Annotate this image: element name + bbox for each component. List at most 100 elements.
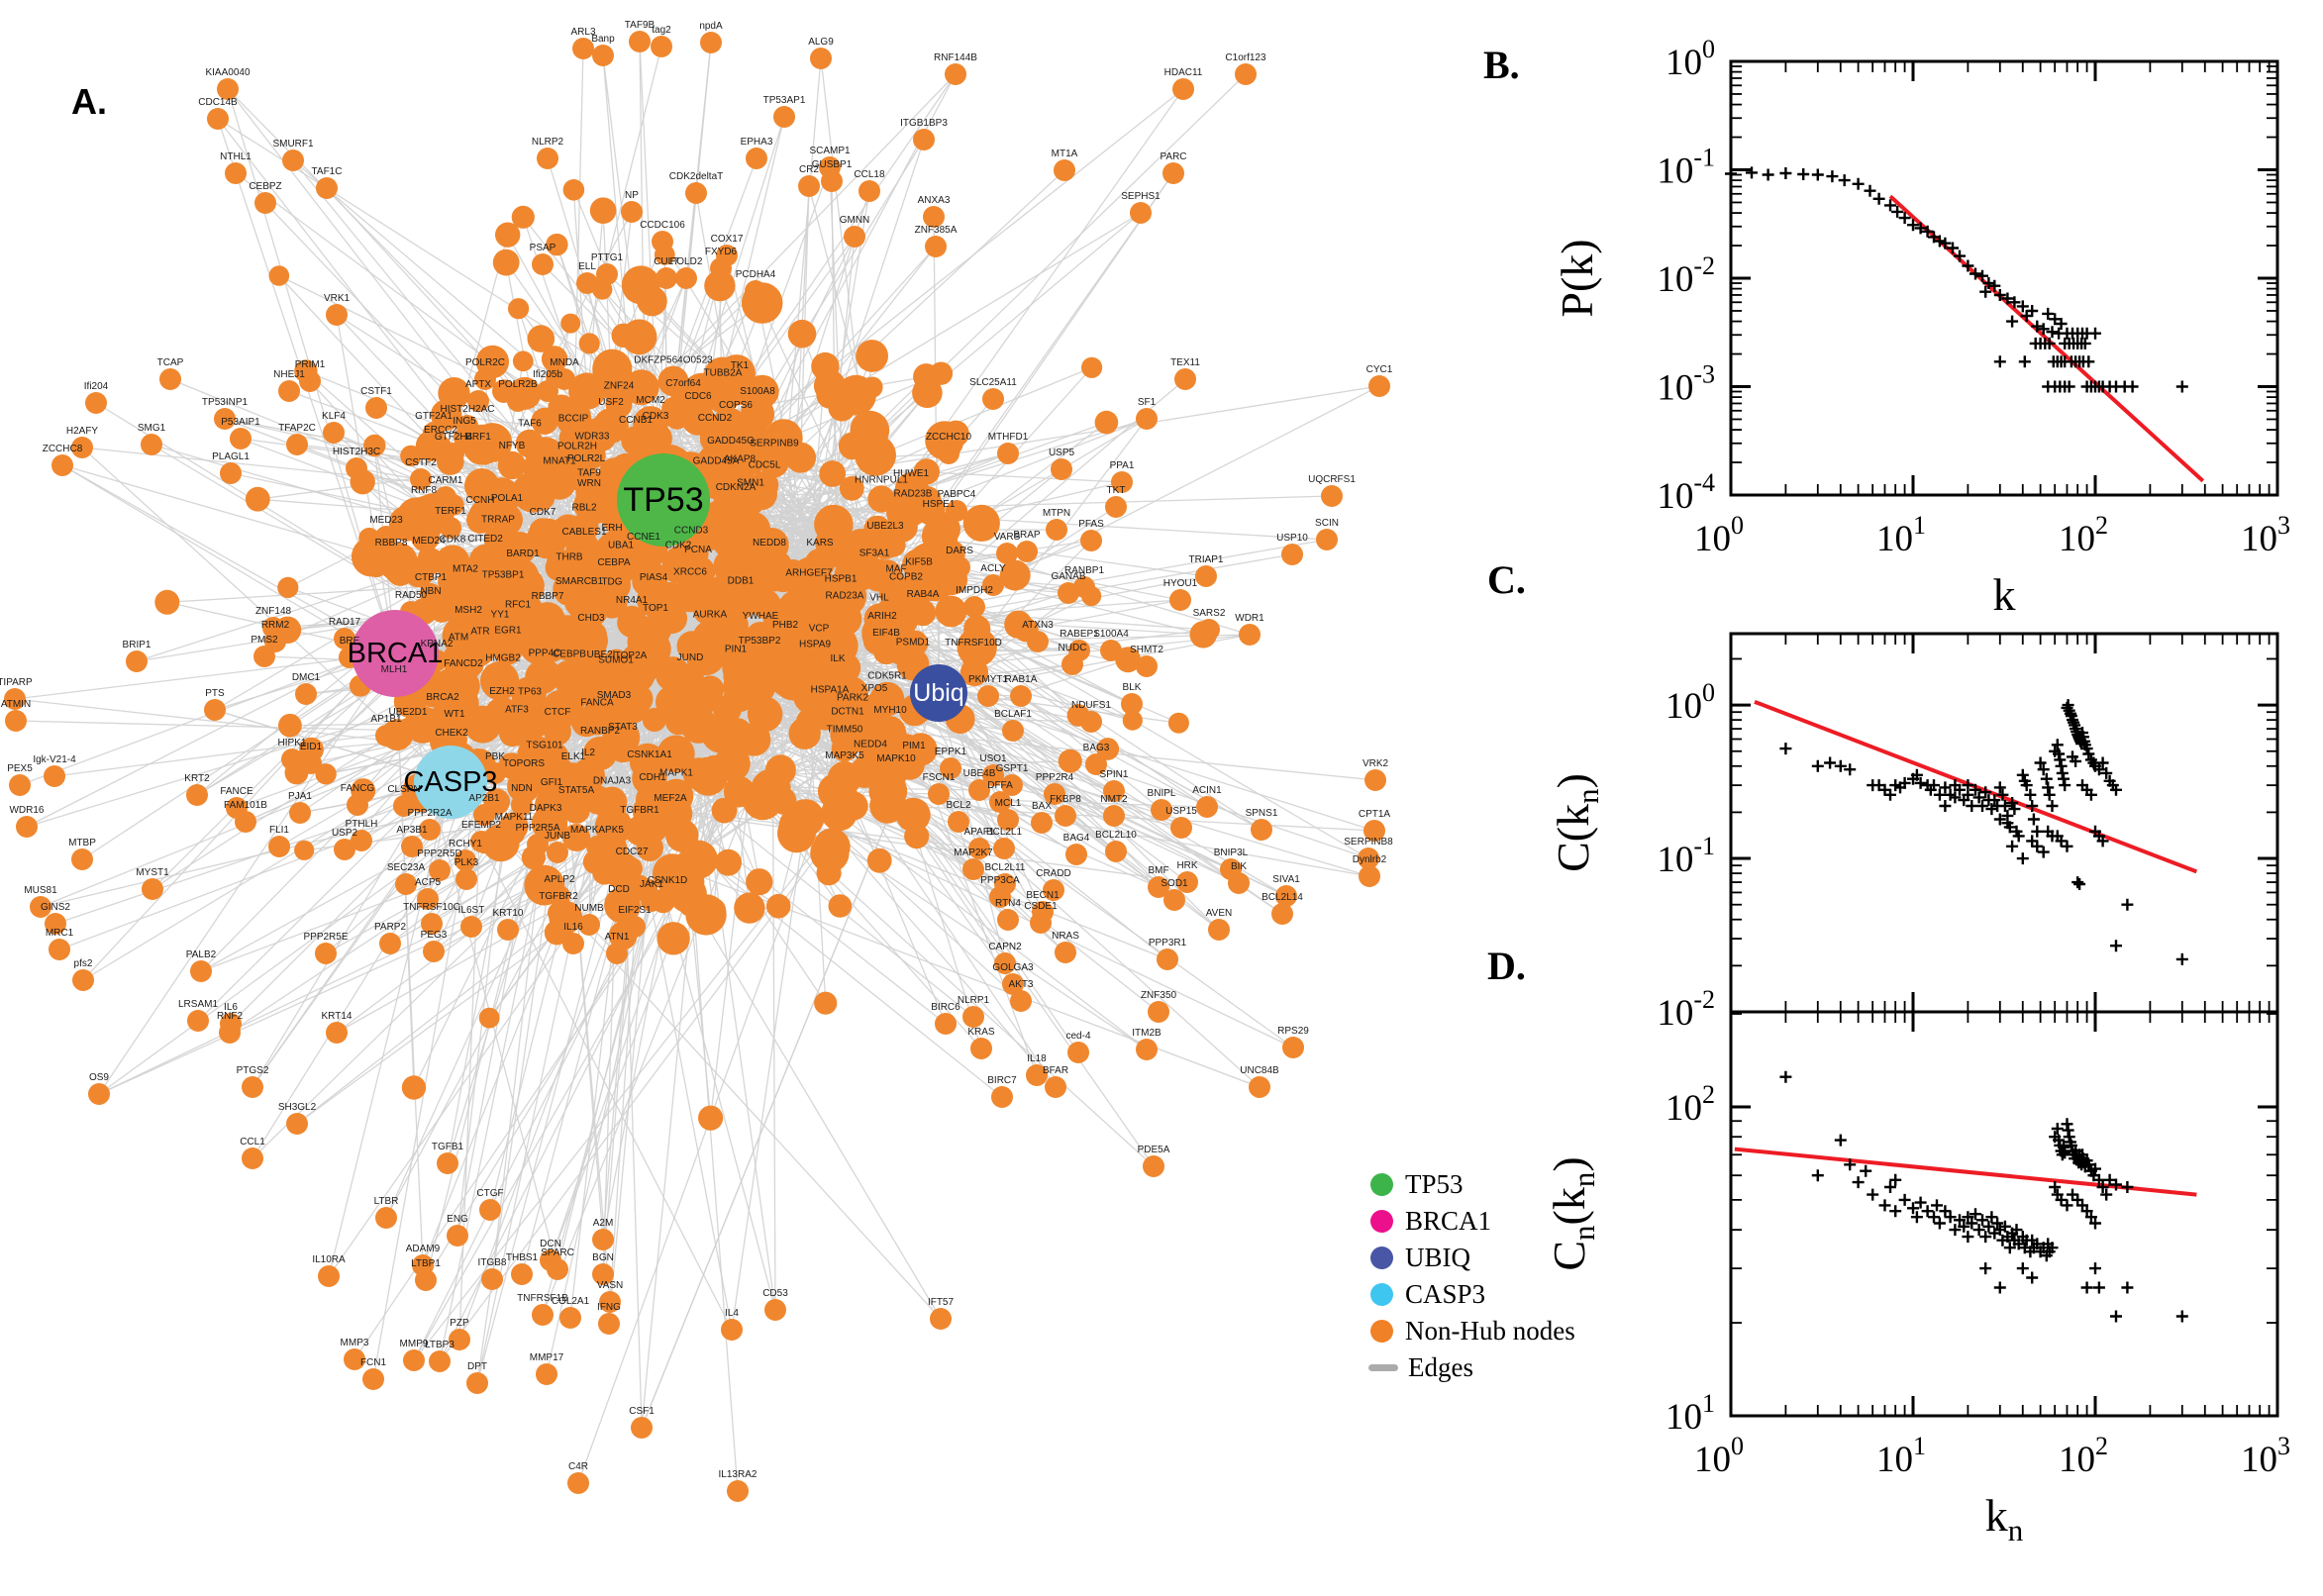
network-node[interactable] — [878, 574, 914, 610]
network-node[interactable] — [1044, 783, 1065, 805]
network-node[interactable] — [904, 824, 930, 849]
network-node[interactable] — [49, 939, 70, 960]
network-node[interactable] — [326, 304, 348, 326]
network-node[interactable] — [962, 504, 1000, 542]
network-node[interactable] — [1359, 865, 1380, 887]
network-node[interactable] — [473, 804, 495, 826]
network-node[interactable] — [576, 272, 598, 294]
network-node[interactable] — [1080, 711, 1102, 733]
network-node[interactable] — [278, 713, 302, 738]
network-node[interactable] — [977, 685, 999, 707]
network-node[interactable] — [334, 839, 355, 860]
network-node[interactable] — [871, 532, 899, 559]
network-node[interactable] — [1170, 817, 1192, 839]
network-node[interactable] — [1045, 1076, 1066, 1098]
network-node[interactable] — [358, 527, 380, 549]
network-node[interactable] — [1055, 942, 1076, 963]
network-node[interactable] — [217, 78, 239, 100]
network-node[interactable] — [839, 475, 864, 501]
network-node[interactable] — [909, 599, 937, 627]
network-node[interactable] — [1368, 375, 1390, 397]
network-node[interactable] — [572, 38, 594, 59]
network-node[interactable] — [578, 333, 600, 354]
network-node[interactable] — [596, 786, 628, 818]
network-node[interactable] — [507, 390, 529, 412]
network-node[interactable] — [242, 1076, 263, 1098]
network-node[interactable] — [253, 646, 275, 667]
network-node[interactable] — [1235, 63, 1257, 85]
network-node[interactable] — [726, 464, 754, 492]
network-node[interactable] — [627, 370, 653, 395]
network-node[interactable] — [497, 450, 527, 480]
network-node[interactable] — [657, 365, 689, 397]
network-node[interactable] — [420, 597, 442, 619]
network-node[interactable] — [872, 638, 900, 665]
network-node[interactable] — [746, 868, 773, 896]
network-node[interactable] — [423, 941, 445, 962]
network-node[interactable] — [596, 700, 632, 736]
network-node[interactable] — [598, 1313, 620, 1335]
network-node[interactable] — [751, 768, 791, 809]
network-node[interactable] — [295, 683, 317, 705]
network-node[interactable] — [537, 148, 558, 169]
network-node[interactable] — [675, 885, 701, 910]
network-node[interactable] — [72, 969, 94, 991]
network-node[interactable] — [511, 1263, 533, 1285]
network-node[interactable] — [913, 129, 935, 150]
network-node[interactable] — [417, 888, 439, 910]
network-node[interactable] — [395, 873, 417, 895]
network-node[interactable] — [1055, 805, 1076, 827]
network-node[interactable] — [621, 201, 643, 223]
network-node[interactable] — [593, 408, 629, 444]
network-node[interactable] — [940, 757, 961, 779]
network-node[interactable] — [1043, 879, 1064, 901]
network-node[interactable] — [220, 462, 242, 484]
network-node[interactable] — [449, 1329, 470, 1350]
network-node[interactable] — [592, 349, 633, 389]
network-node[interactable] — [675, 267, 697, 289]
network-node[interactable] — [1010, 990, 1032, 1012]
network-node[interactable] — [1002, 720, 1024, 742]
network-node[interactable] — [219, 1022, 241, 1044]
network-node[interactable] — [676, 663, 704, 691]
network-node[interactable] — [375, 725, 397, 747]
network-node[interactable] — [508, 298, 530, 320]
network-node[interactable] — [535, 814, 556, 836]
network-node[interactable] — [429, 1350, 451, 1372]
network-node[interactable] — [495, 222, 521, 248]
network-node[interactable] — [547, 842, 568, 863]
network-node[interactable] — [637, 583, 670, 617]
network-node[interactable] — [1148, 876, 1169, 898]
network-node[interactable] — [142, 878, 163, 900]
network-node[interactable] — [435, 486, 456, 508]
network-node[interactable] — [85, 392, 107, 414]
network-node[interactable] — [724, 586, 758, 620]
network-node[interactable] — [486, 580, 520, 614]
network-node[interactable] — [1316, 529, 1338, 550]
network-node[interactable] — [555, 562, 584, 592]
network-node[interactable] — [442, 643, 475, 676]
network-node[interactable] — [722, 370, 758, 406]
network-node[interactable] — [467, 443, 489, 464]
network-node[interactable] — [503, 823, 525, 845]
network-node[interactable] — [656, 735, 695, 773]
network-node[interactable] — [277, 576, 299, 599]
network-node[interactable] — [596, 587, 628, 619]
network-node[interactable] — [744, 647, 775, 678]
network-node[interactable] — [543, 466, 576, 500]
network-node[interactable] — [946, 500, 967, 522]
network-node[interactable] — [1122, 710, 1143, 731]
network-node[interactable] — [556, 400, 592, 437]
network-node[interactable] — [437, 1152, 458, 1174]
network-node[interactable] — [547, 1258, 568, 1280]
network-node[interactable] — [1148, 1001, 1169, 1023]
network-node[interactable] — [562, 179, 585, 201]
network-node[interactable] — [773, 106, 795, 128]
network-node[interactable] — [1136, 655, 1158, 677]
network-node[interactable] — [507, 769, 541, 803]
network-node[interactable] — [962, 648, 984, 670]
network-node[interactable] — [685, 182, 707, 204]
hub-ubiq[interactable] — [910, 664, 967, 722]
network-node[interactable] — [190, 960, 212, 982]
network-node[interactable] — [479, 1199, 501, 1221]
